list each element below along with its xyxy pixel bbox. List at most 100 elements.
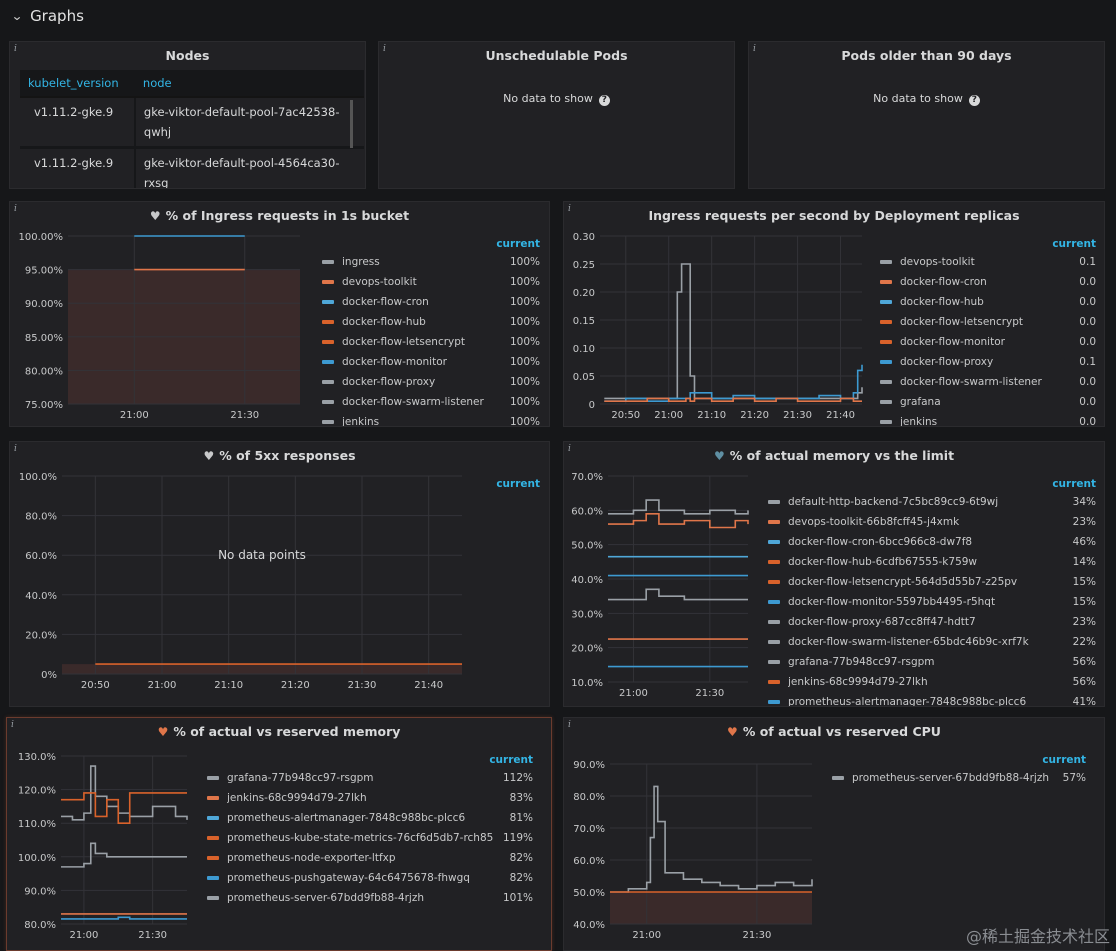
y-tick-label: 110.0% [18,819,56,830]
legend-item[interactable]: devops-toolkit-66b8fcff45-j4xmk 23% [768,512,1096,532]
column-header-kubelet-version[interactable]: kubelet_version [20,70,135,98]
panel-title[interactable]: ♥% of 5xx responses [203,448,356,463]
legend-item[interactable]: prometheus-alertmanager-7848c988bc-plcc6… [207,808,533,828]
help-icon[interactable]: ? [598,95,610,106]
chart-memory-reserved[interactable]: 130.0% 120.0% 110.0% 100.0% 90.0% 80.0% 21:00 2… [7,742,197,951]
legend-item[interactable]: jenkins-68c9994d79-27lkh 56% [768,672,1096,692]
panel-title[interactable]: ♥% of Ingress requests in 1s bucket [149,208,410,223]
chart-ingress-rps[interactable]: 0.30 0.25 0.20 0.15 0.10 0.05 0 20:50 21:00 21:10… [564,226,874,426]
legend-item[interactable]: prometheus-node-exporter-ltfxp 82% [207,848,533,868]
x-tick-label: 21:30 [348,680,377,691]
info-icon[interactable]: i [753,44,756,54]
legend-item[interactable]: jenkins-68c9994d79-27lkh 83% [207,788,533,808]
legend-swatch [880,320,892,324]
y-tick-label: 85.00% [25,333,63,344]
legend-item[interactable]: prometheus-alertmanager-7848c988bc-plcc6… [768,692,1096,706]
info-icon[interactable]: i [14,444,17,454]
legend-item[interactable]: docker-flow-letsencrypt 0.0 [880,312,1096,332]
legend-item[interactable]: docker-flow-swarm-listener-65bdc46b9c-xr… [768,632,1096,652]
legend-current-header[interactable]: current [489,754,533,766]
legend-item[interactable]: docker-flow-letsencrypt 100% [322,332,540,352]
help-icon[interactable]: ? [968,95,980,106]
info-icon[interactable]: i [568,444,571,454]
chart-5xx[interactable]: 100.0% 80.0% 60.0% 40.0% 20.0% 0% 20:50 21:00 21… [10,466,470,706]
legend-item[interactable]: ingress 100% [322,252,540,272]
legend-item[interactable]: devops-toolkit 0.1 [880,252,1096,272]
panel-title[interactable]: Ingress requests per second by Deploymen… [648,208,1020,223]
legend-label: prometheus-pushgateway-64c6475678-fhwgq [227,872,470,884]
legend-current-header[interactable]: current [1052,238,1096,250]
legend-item[interactable]: docker-flow-cron 100% [322,292,540,312]
legend-label: docker-flow-letsencrypt [900,316,1024,328]
heart-icon: ♥ [157,725,169,739]
legend-item[interactable]: docker-flow-hub-6cdfb67555-k759w 14% [768,552,1096,572]
legend-item[interactable]: docker-flow-monitor-5597bb4495-r5hqt 15% [768,592,1096,612]
legend-label: ingress [342,256,380,268]
legend-item[interactable]: docker-flow-monitor 100% [322,352,540,372]
legend-value: 100% [509,296,540,308]
panel-title[interactable]: Unschedulable Pods [485,48,628,63]
row-header-graphs[interactable]: ⌄ Graphs [10,4,84,28]
legend-item[interactable]: grafana-77b948cc97-rsgpm 56% [768,652,1096,672]
panel-title[interactable]: Nodes [165,48,210,63]
legend-swatch [322,320,334,324]
legend-item[interactable]: docker-flow-letsencrypt-564d5d55b7-z25pv… [768,572,1096,592]
legend-current-header[interactable]: current [496,238,540,250]
panel-title[interactable]: Pods older than 90 days [841,48,1012,63]
legend-item[interactable]: docker-flow-swarm-listener 0.0 [880,372,1096,392]
legend-item[interactable]: jenkins 100% [322,412,540,426]
legend-item[interactable]: docker-flow-proxy 0.1 [880,352,1096,372]
legend-item[interactable]: grafana 0.0 [880,392,1096,412]
series-line [61,916,187,920]
y-tick-label: 60.0% [25,551,57,562]
legend-current-header[interactable]: current [1052,478,1096,490]
legend-current-header[interactable]: current [1042,754,1086,766]
legend-item[interactable]: docker-flow-hub 100% [322,312,540,332]
panel-title[interactable]: ♥% of actual vs reserved CPU [727,724,941,739]
legend-value: 100% [509,396,540,408]
chart-memory-limit[interactable]: 70.0% 60.0% 50.0% 40.0% 30.0% 20.0% 10.0% 21:00… [564,466,764,706]
legend-item[interactable]: prometheus-server-67bdd9fb88-4rjzh 57% [832,768,1086,788]
legend-item[interactable]: jenkins 0.0 [880,412,1096,426]
legend-item[interactable]: docker-flow-cron 0.0 [880,272,1096,292]
legend-item[interactable]: docker-flow-cron-6bcc966c8-dw7f8 46% [768,532,1096,552]
legend-swatch [880,380,892,384]
legend-current-header[interactable]: current [496,478,540,490]
legend-item[interactable]: prometheus-kube-state-metrics-76cf6d5db7… [207,828,533,848]
info-icon[interactable]: i [14,204,17,214]
legend-label: docker-flow-swarm-listener-65bdc46b9c-xr… [788,636,1029,648]
no-data-message: No data to show? [749,92,1104,106]
panel-title[interactable]: ♥% of actual memory vs the limit [713,448,955,463]
legend-item[interactable]: docker-flow-proxy 100% [322,372,540,392]
legend-item[interactable]: prometheus-server-67bdd9fb88-4rjzh 101% [207,888,533,908]
y-tick-label: 0.15 [573,316,595,327]
table-scrollbar[interactable] [350,100,353,148]
column-header-node[interactable]: node [134,70,364,98]
legend-item[interactable]: docker-flow-swarm-listener 100% [322,392,540,412]
series-line [608,588,748,601]
info-icon[interactable]: i [568,720,571,730]
chart-ingress-bucket[interactable]: 100.00% 95.00% 90.00% 85.00% 80.00% 75.00% 21:… [10,226,320,426]
legend-item[interactable]: docker-flow-monitor 0.0 [880,332,1096,352]
x-tick-label: 21:30 [742,930,771,941]
heart-icon: ♥ [727,725,738,739]
legend: current grafana-77b948cc97-rsgpm 112% jenk… [207,754,541,944]
legend-item[interactable]: default-http-backend-7c5bc89cc9-6t9wj 34% [768,492,1096,512]
legend-item[interactable]: docker-flow-proxy-687cc8ff47-hdtt7 23% [768,612,1096,632]
legend-item[interactable]: grafana-77b948cc97-rsgpm 112% [207,768,533,788]
series-line [61,842,187,868]
threshold-fill [610,892,812,924]
chart-cpu-reserved[interactable]: 90.0% 80.0% 70.0% 60.0% 50.0% 40.0% 21:00 21:30 [564,742,824,951]
panel-title[interactable]: ♥% of actual vs reserved memory [157,724,401,739]
legend-item[interactable]: devops-toolkit 100% [322,272,540,292]
chevron-down-icon[interactable]: ⌄ [10,9,24,23]
info-icon[interactable]: i [383,44,386,54]
legend-value: 56% [1072,656,1096,668]
legend-item[interactable]: prometheus-pushgateway-64c6475678-fhwgq 8… [207,868,533,888]
info-icon[interactable]: i [11,720,14,730]
legend-label: docker-flow-cron [900,276,987,288]
info-icon[interactable]: i [568,204,571,214]
legend-item[interactable]: docker-flow-hub 0.0 [880,292,1096,312]
info-icon[interactable]: i [14,44,17,54]
unschedulable-pods-panel: i Unschedulable Pods No data to show? [378,41,735,189]
